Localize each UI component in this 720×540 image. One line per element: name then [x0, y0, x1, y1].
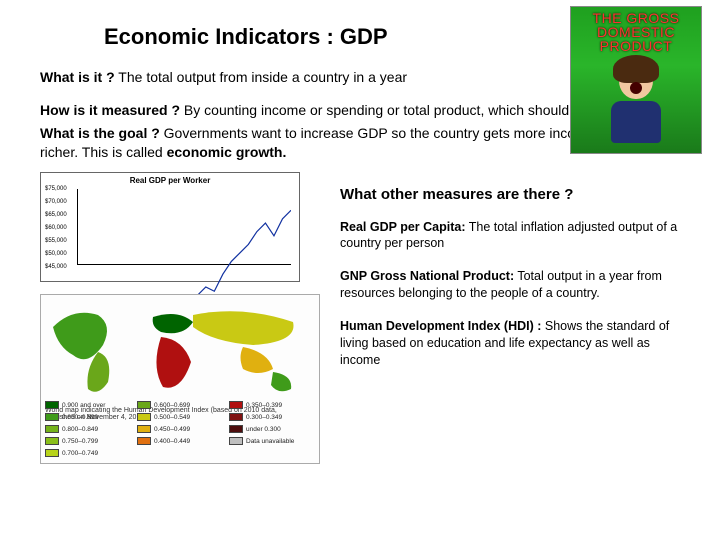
corner-banner: THE GROSS DOMESTIC PRODUCT — [575, 11, 697, 53]
legend-label: 0.450–0.499 — [154, 426, 190, 433]
measure-label: Human Development Index (HDI) : — [340, 319, 541, 333]
subheading: What other measures are there ? — [340, 186, 680, 203]
q-label: What is the goal ? — [40, 125, 160, 141]
legend-swatch — [229, 401, 243, 409]
legend-swatch — [45, 437, 59, 445]
map-region — [271, 372, 291, 391]
measure-label: Real GDP per Capita: — [340, 220, 466, 234]
map-region — [53, 312, 107, 359]
measure-label: GNP Gross National Product: — [340, 269, 514, 283]
legend-label: 0.500–0.549 — [154, 414, 190, 421]
q-label: What is it ? — [40, 69, 115, 85]
legend-swatch — [45, 401, 59, 409]
chart-ytick: $55,000 — [45, 238, 67, 244]
banner-line: DOMESTIC — [575, 25, 697, 39]
chart-title: Real GDP per Worker — [41, 176, 299, 185]
banner-line: THE GROSS — [575, 11, 697, 25]
legend-label: 0.850–0.899 — [62, 414, 98, 421]
legend-item: 0.600–0.699 — [137, 400, 223, 411]
legend-label: 0.750–0.799 — [62, 438, 98, 445]
legend-item: 0.400–0.449 — [137, 436, 223, 447]
legend-item: under 0.300 — [229, 424, 315, 435]
legend-swatch — [229, 437, 243, 445]
legend-label: Data unavailable — [246, 438, 294, 445]
legend-swatch — [137, 425, 151, 433]
chart-ytick: $45,000 — [45, 264, 67, 270]
measures-list: Real GDP per Capita: The total inflation… — [340, 219, 680, 369]
left-column: Real GDP per Worker $75,000 $70,000 $65,00… — [40, 172, 320, 464]
legend-swatch — [45, 449, 59, 457]
gdp-per-worker-chart: Real GDP per Worker $75,000 $70,000 $65,00… — [40, 172, 300, 282]
map-region — [87, 352, 109, 392]
legend-swatch — [229, 425, 243, 433]
legend-label: under 0.300 — [246, 426, 281, 433]
legend-item: 0.700–0.749 — [45, 448, 131, 459]
map-region — [193, 311, 294, 345]
corner-illustration: THE GROSS DOMESTIC PRODUCT — [570, 6, 702, 154]
legend-item: 0.450–0.499 — [137, 424, 223, 435]
chart-ytick: $70,000 — [45, 199, 67, 205]
legend-item: 0.850–0.899 — [45, 412, 131, 423]
map-region — [241, 347, 274, 373]
corner-person-icon — [605, 61, 667, 147]
legend-swatch — [137, 401, 151, 409]
lower-section: Real GDP per Worker $75,000 $70,000 $65,00… — [40, 172, 680, 464]
legend-label: 0.350–0.399 — [246, 402, 282, 409]
measure-item: GNP Gross National Product: Total output… — [340, 268, 680, 302]
map-region — [153, 314, 193, 333]
legend-item: 0.350–0.399 — [229, 400, 315, 411]
chart-area — [77, 189, 291, 265]
map-legend: 0.900 and over 0.600–0.699 0.350–0.399 0.85… — [45, 400, 315, 459]
legend-swatch — [137, 413, 151, 421]
legend-swatch — [229, 413, 243, 421]
chart-ytick: $65,000 — [45, 212, 67, 218]
banner-line: PRODUCT — [575, 39, 697, 53]
legend-label: 0.700–0.749 — [62, 450, 98, 457]
q-text: The total output from inside a country i… — [115, 69, 407, 85]
legend-item: 0.750–0.799 — [45, 436, 131, 447]
chart-ytick: $60,000 — [45, 225, 67, 231]
bold-term: economic growth. — [167, 144, 287, 160]
legend-swatch — [137, 437, 151, 445]
legend-swatch — [45, 413, 59, 421]
legend-label: 0.600–0.699 — [154, 402, 190, 409]
measure-item: Human Development Index (HDI) : Shows th… — [340, 318, 680, 369]
legend-item: 0.500–0.549 — [137, 412, 223, 423]
legend-item: 0.800–0.849 — [45, 424, 131, 435]
legend-item: 0.300–0.349 — [229, 412, 315, 423]
legend-label: 0.800–0.849 — [62, 426, 98, 433]
right-column: What other measures are there ? Real GDP… — [340, 172, 680, 464]
map-region — [156, 337, 191, 388]
q-label: How is it measured ? — [40, 102, 180, 118]
hdi-world-map: World map indicating the Human Developme… — [40, 294, 320, 464]
legend-item: Data unavailable — [229, 436, 315, 447]
legend-label: 0.900 and over — [62, 402, 105, 409]
slide: THE GROSS DOMESTIC PRODUCT Economic Indi… — [0, 0, 720, 540]
legend-label: 0.400–0.449 — [154, 438, 190, 445]
legend-swatch — [45, 425, 59, 433]
legend-label: 0.300–0.349 — [246, 414, 282, 421]
chart-ytick: $75,000 — [45, 186, 67, 192]
legend-item: 0.900 and over — [45, 400, 131, 411]
measure-item: Real GDP per Capita: The total inflation… — [340, 219, 680, 253]
chart-ytick: $50,000 — [45, 251, 67, 257]
map-svg — [43, 297, 319, 405]
